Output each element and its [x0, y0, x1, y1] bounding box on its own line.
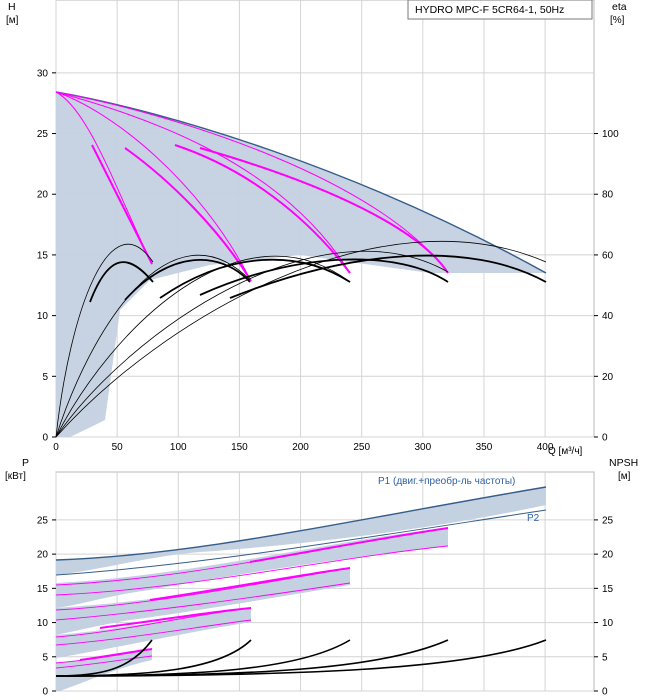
head-curve-4-pumps-bold	[199, 147, 449, 274]
head-curve-4-pumps	[55, 91, 449, 274]
y-right-tick-label: 100	[602, 129, 619, 140]
title-box	[407, 0, 593, 20]
head-curve-3-pumps	[55, 91, 351, 274]
upper-panel: HYDRO MPC-F 5CR64-1, 50Hz H [м] eta [%] …	[6, 0, 627, 457]
y-left-tick-label: 5	[42, 372, 48, 383]
p-tick-label: 10	[37, 618, 49, 629]
y-right-unit: [%]	[610, 15, 625, 26]
p-tick-label: 20	[37, 550, 49, 561]
npsh-tick-label: 0	[602, 687, 608, 698]
p1-3-pumps-bold	[149, 567, 351, 601]
x-tick-label: 0	[53, 442, 59, 453]
y-right-label: eta	[612, 1, 627, 13]
p2-curve-label: P2	[527, 513, 540, 524]
head-curve-2-pumps	[55, 91, 252, 282]
eta-curve-2-pumps-bold	[124, 259, 251, 301]
x-tick-label: 300	[414, 442, 431, 453]
x-tick-label: 250	[353, 442, 370, 453]
p-axis-unit: [кВт]	[5, 471, 26, 482]
power-curves	[55, 527, 449, 669]
x-tick-label: 200	[292, 442, 309, 453]
x-tick-label: 400	[537, 442, 554, 453]
p2-max-curve	[55, 509, 547, 576]
eta-curve-5-pumps-bold	[229, 254, 547, 299]
head-curves	[55, 91, 449, 282]
power-band-2-pumps	[56, 608, 251, 658]
npsh-tick-label: 20	[602, 550, 614, 561]
p2-2-pumps	[55, 619, 252, 646]
y-left-label: H	[8, 1, 16, 13]
p1-max-curve	[55, 486, 547, 561]
p-tick-label: 5	[42, 652, 48, 663]
p-tick-label: 25	[37, 515, 49, 526]
p-tick-label: 0	[42, 687, 48, 698]
power-max-curves	[55, 486, 547, 576]
eta-curve-5-pumps	[55, 240, 547, 438]
p-tick-label: 15	[37, 584, 49, 595]
head-curve-1-pump-bold	[91, 144, 153, 265]
y-right-tick-label: 20	[602, 372, 614, 383]
x-tick-label: 100	[170, 442, 187, 453]
x-tick-label: 350	[476, 442, 493, 453]
y-left-tick-label: 25	[37, 129, 49, 140]
upper-ticks: 0 50 100 150 200 250 300 350 4000510152025300204…	[37, 68, 619, 453]
eta-curve-4-pumps-bold	[199, 258, 449, 296]
npsh-axis-label: NPSH	[609, 457, 638, 469]
npsh-tick-label: 15	[602, 584, 614, 595]
npsh-curve-5	[55, 639, 547, 677]
chart-title: HYDRO MPC-F 5CR64-1, 50Hz	[415, 4, 564, 16]
x-tick-label: 150	[231, 442, 248, 453]
npsh-tick-label: 25	[602, 515, 614, 526]
y-right-tick-label: 0	[602, 433, 608, 444]
y-right-tick-label: 80	[602, 190, 614, 201]
eta-curve-1-pump	[55, 244, 154, 438]
y-right-tick-label: 60	[602, 250, 614, 261]
npsh-tick-label: 5	[602, 652, 608, 663]
npsh-axis-unit: [м]	[618, 471, 631, 482]
y-left-unit: [м]	[6, 15, 19, 26]
p1-curve-label: P1 (двиг.+преобр-ль частоты)	[378, 475, 515, 487]
y-left-tick-label: 0	[42, 433, 48, 444]
eta-curve-1-pump-bold	[89, 261, 154, 303]
npsh-curves	[55, 639, 547, 677]
eta-curve-3-pumps	[55, 255, 351, 438]
p1-2-pumps-bold	[99, 607, 252, 629]
y-right-tick-label: 40	[602, 311, 614, 322]
npsh-tick-label: 10	[602, 618, 614, 629]
y-left-tick-label: 20	[37, 190, 49, 201]
p2-1-pump	[55, 655, 153, 669]
p2-3-pumps	[55, 582, 351, 621]
p-axis-label: P	[22, 457, 29, 469]
p1-1-pump-bold	[79, 648, 153, 661]
power-band-4-pumps	[56, 528, 448, 608]
p2-4-pumps	[55, 545, 449, 596]
x-tick-label: 50	[112, 442, 124, 453]
efficiency-curves	[55, 240, 547, 438]
y-left-tick-label: 15	[37, 250, 49, 261]
lower-panel: P1 (двиг.+преобр-ль частоты) P2 P [кВт] …	[5, 457, 638, 698]
power-band-3-pumps	[56, 568, 350, 635]
x-axis-label: Q [м³/ч]	[548, 446, 583, 457]
y-left-tick-label: 10	[37, 311, 49, 322]
y-left-tick-label: 30	[37, 68, 49, 79]
eta-curve-4-pumps	[55, 250, 449, 438]
p1-4-pumps-bold	[249, 527, 449, 563]
eta-curve-3-pumps-bold	[159, 258, 351, 299]
lower-ticks: 0 5 10 15 20 25 0 5 10 15 20 25	[37, 515, 614, 697]
